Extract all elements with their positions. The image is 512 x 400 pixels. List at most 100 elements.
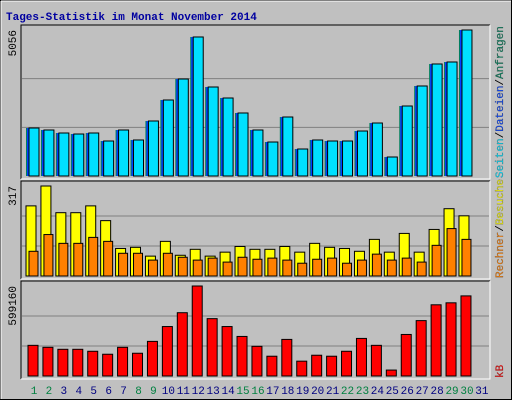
x-tick-label: 24	[371, 386, 385, 398]
bar	[445, 302, 457, 377]
bar	[222, 261, 233, 277]
bar	[430, 304, 442, 377]
x-tick-label: 12	[192, 386, 205, 398]
bar	[133, 139, 145, 177]
bar	[103, 240, 114, 277]
legend-entry: Seiten	[495, 138, 507, 178]
x-tick-label: 16	[251, 386, 264, 398]
bar	[58, 242, 69, 277]
x-tick-label: 17	[266, 386, 279, 398]
bar	[296, 360, 308, 377]
bar	[43, 129, 55, 177]
bar	[401, 257, 412, 277]
bar	[327, 140, 339, 177]
x-tick-label: 14	[221, 386, 235, 398]
bar	[88, 236, 99, 277]
bar	[327, 257, 338, 277]
x-tick-label: 5	[90, 386, 97, 398]
bar	[146, 340, 158, 377]
bar	[431, 63, 443, 177]
bar	[461, 238, 472, 277]
bar	[386, 156, 398, 177]
bar	[370, 344, 382, 377]
panel-edge	[21, 181, 491, 280]
bar	[371, 122, 383, 177]
bar	[42, 346, 54, 377]
bar	[342, 140, 354, 177]
bar	[206, 318, 218, 377]
x-tick-label: 9	[150, 386, 157, 398]
chart-title: Tages-Statistik im Monat November 2014	[6, 12, 257, 24]
bar	[416, 261, 427, 277]
bar	[237, 112, 249, 177]
bar	[266, 355, 278, 377]
panel-edge	[20, 280, 490, 379]
bar	[177, 256, 188, 277]
bar	[87, 350, 99, 377]
panel-edge	[20, 24, 490, 179]
bar	[282, 259, 293, 277]
bar	[28, 250, 39, 277]
bar	[162, 252, 173, 277]
bar	[356, 259, 367, 277]
bar	[326, 355, 338, 377]
x-tick-label: 28	[431, 386, 444, 398]
legend-entry: Dateien	[495, 86, 507, 132]
bar	[401, 105, 413, 177]
legend: Seiten/Dateien/Anfragen	[495, 26, 507, 178]
x-tick-label: 10	[162, 386, 175, 398]
x-tick-label: 3	[61, 386, 68, 398]
x-tick-label: 26	[401, 386, 414, 398]
x-tick-label: 29	[445, 386, 458, 398]
bar	[416, 85, 428, 177]
x-tick-label: 31	[475, 386, 489, 398]
bar	[282, 116, 294, 177]
bar	[57, 348, 69, 377]
x-tick-label: 8	[135, 386, 142, 398]
bar	[341, 350, 353, 377]
bar	[118, 252, 129, 277]
bar	[385, 369, 397, 377]
legend-entry: Anfragen	[495, 26, 507, 79]
bar	[221, 326, 233, 377]
bar	[103, 140, 115, 177]
bar	[73, 133, 85, 177]
bar	[400, 333, 412, 377]
x-tick-label: 22	[341, 386, 354, 398]
bar	[251, 345, 263, 377]
bar	[43, 234, 54, 277]
bar	[191, 285, 203, 377]
bar	[192, 259, 203, 277]
bar	[73, 242, 84, 277]
bar	[133, 252, 144, 277]
legend: Rechner/Besuche	[495, 179, 507, 278]
bar	[162, 99, 174, 177]
y-tick-label: 599160	[8, 286, 20, 326]
bar	[461, 29, 473, 177]
legend-separator: /	[495, 79, 507, 86]
bar	[267, 257, 278, 277]
legend-entry: Rechner	[495, 232, 507, 278]
bar	[312, 258, 323, 277]
bar	[222, 97, 234, 177]
bar	[161, 326, 173, 377]
bar	[177, 78, 189, 177]
bar	[431, 244, 442, 277]
bar	[252, 129, 264, 177]
x-tick-label: 21	[326, 386, 340, 398]
x-tick-label: 23	[356, 386, 369, 398]
bar	[356, 130, 368, 177]
x-tick-label: 7	[120, 386, 127, 398]
legend-entry: kB	[495, 364, 507, 378]
bar	[311, 354, 323, 377]
panel-edge	[20, 180, 490, 279]
bar	[27, 344, 39, 377]
legend-separator: /	[495, 225, 507, 232]
bar	[252, 258, 263, 277]
x-tick-label: 13	[207, 386, 220, 398]
x-tick-label: 27	[416, 386, 429, 398]
y-tick-label: 5056	[8, 30, 20, 56]
bar	[446, 61, 458, 177]
x-tick-label: 19	[296, 386, 309, 398]
